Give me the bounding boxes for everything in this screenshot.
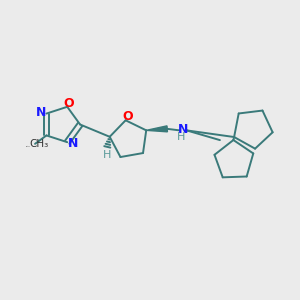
Text: H: H [103, 150, 112, 160]
Text: N: N [36, 106, 46, 118]
Text: O: O [63, 97, 74, 110]
Text: O: O [123, 110, 133, 123]
Text: H: H [177, 132, 185, 142]
Text: N: N [178, 123, 188, 136]
Polygon shape [146, 126, 167, 132]
Text: CH₃: CH₃ [30, 139, 49, 149]
Text: N: N [68, 137, 78, 150]
Text: methyl: methyl [26, 146, 31, 147]
